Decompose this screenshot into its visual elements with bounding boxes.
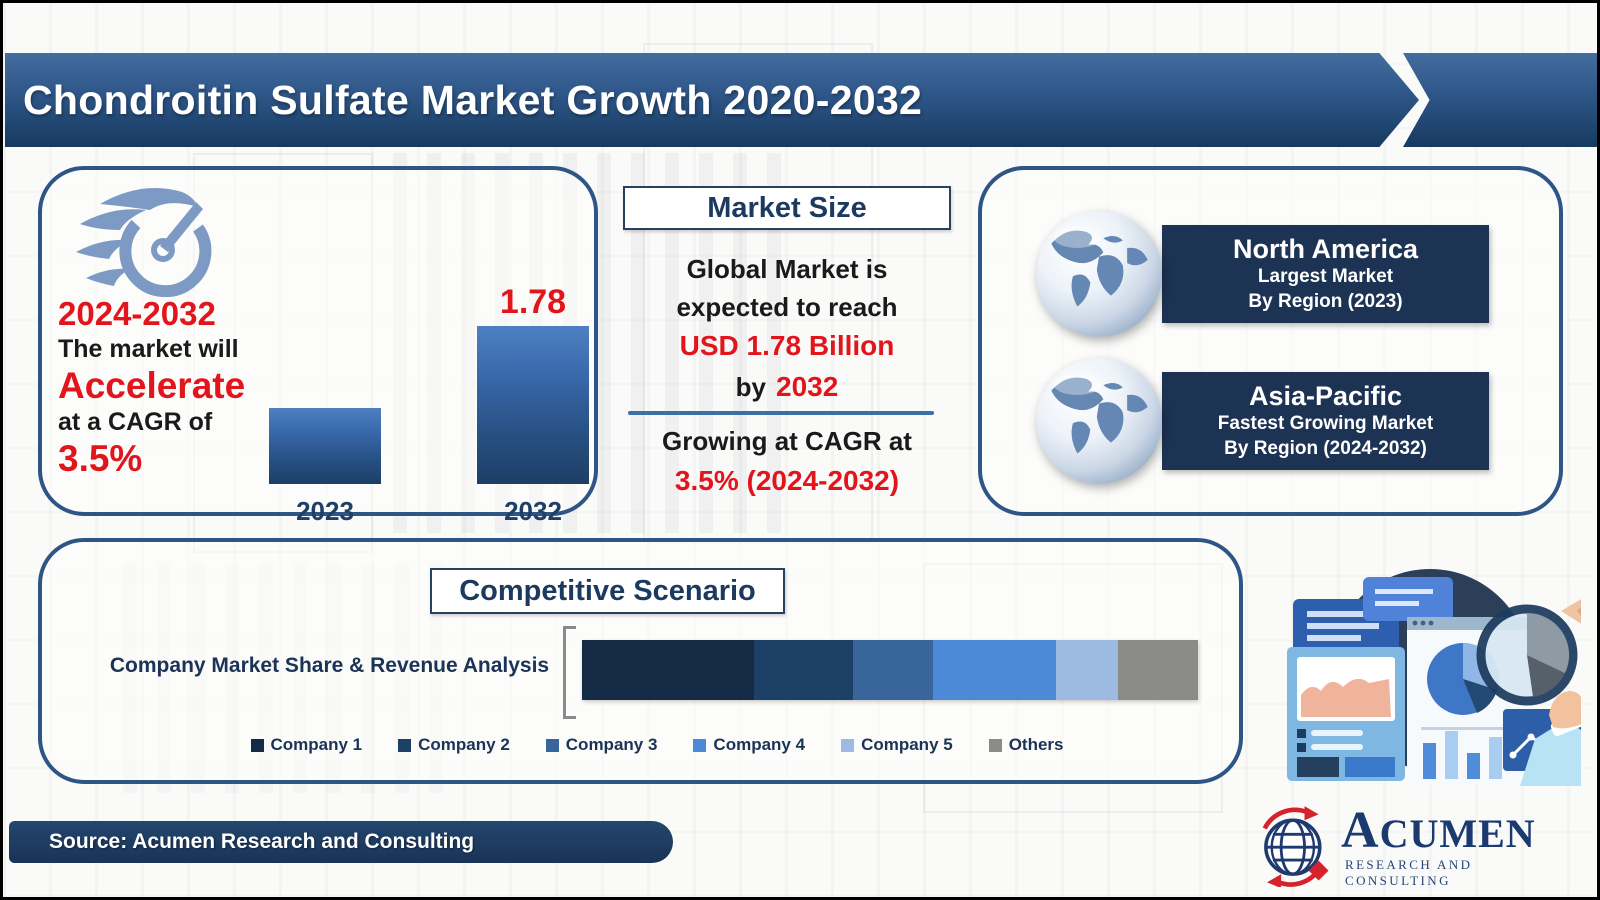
stacked-segment-others <box>1117 640 1198 700</box>
acumen-logo: ACUMEN RESEARCH AND CONSULTING <box>1253 801 1583 893</box>
competitive-title-box: Competitive Scenario <box>430 568 785 614</box>
header-banner: Chondroitin Sulfate Market Growth 2020-2… <box>5 53 1419 147</box>
market-size-value: USD 1.78 Billion <box>679 330 895 362</box>
growth-emphasis: Accelerate <box>58 364 246 406</box>
market-size-line1: Global Market is <box>686 254 888 284</box>
region-sub2: By Region (2023) <box>1248 290 1403 312</box>
market-size-line2: expected to reach <box>676 291 898 322</box>
region-sub2: By Region (2024-2032) <box>1224 437 1427 459</box>
globe-icon <box>1036 211 1162 337</box>
competitive-axis-label: Company Market Share & Revenue Analysis <box>109 654 550 677</box>
market-size-year: 2032 <box>776 370 839 402</box>
legend-item: Company 2 <box>398 735 510 755</box>
legend-label: Others <box>1008 735 1064 754</box>
bar-value-label: 1.78 <box>499 283 567 321</box>
legend-label: Company 3 <box>565 735 658 754</box>
legend-label: Company 5 <box>861 735 953 754</box>
growth-bar-2032: 1.78 2032 <box>448 222 618 526</box>
competitive-panel: Competitive Scenario Company Market Shar… <box>38 538 1243 784</box>
page-title: Chondroitin Sulfate Market Growth 2020-2… <box>23 76 923 123</box>
growth-cagr: 3.5% <box>58 438 143 480</box>
growing-line: Growing at CAGR at <box>662 426 912 456</box>
regions-panel: North America Largest Market By Region (… <box>978 166 1563 516</box>
bar <box>477 326 589 484</box>
region-sub1: Fastest Growing Market <box>1217 412 1434 434</box>
region-card-north-america: North America Largest Market By Region (… <box>1162 225 1489 323</box>
region-title: Asia-Pacific <box>1248 380 1403 411</box>
market-size-by: by <box>735 371 767 402</box>
legend-label: Company 2 <box>418 735 510 754</box>
bracket-icon <box>563 626 576 719</box>
growth-bar-2023: 2023 <box>240 222 410 526</box>
legend-swatch-icon <box>398 738 412 752</box>
acumen-globe-icon <box>1262 806 1329 887</box>
stacked-segment-company-1 <box>582 640 755 700</box>
growth-bar-chart: 2023 1.78 2032 <box>240 222 618 526</box>
legend-item: Company 4 <box>693 735 805 755</box>
competitive-legend: Company 1 Company 2 Company 3 Company 4 Comp… <box>222 735 1092 755</box>
legend-swatch-icon <box>693 738 707 752</box>
source-bar: Source: Acumen Research and Consulting <box>9 821 673 863</box>
legend-swatch-icon <box>545 738 559 752</box>
legend-item: Company 1 <box>250 735 363 755</box>
legend-swatch-icon <box>250 738 264 752</box>
market-size-growth: Growing at CAGR at 3.5% (2024-2032) <box>611 423 963 501</box>
brand-name: ACUMEN <box>1341 802 1536 859</box>
bar <box>269 408 381 484</box>
market-size-title: Market Size <box>707 191 867 224</box>
competitive-title: Competitive Scenario <box>459 574 756 607</box>
stacked-segment-company-3 <box>853 640 934 700</box>
growth-period: 2024-2032 <box>58 295 216 332</box>
stacked-segment-company-4 <box>933 640 1057 700</box>
growth-text-block: 2024-2032 The market will Accelerate at … <box>58 295 288 482</box>
legend-item: Company 5 <box>841 735 953 755</box>
stacked-bar <box>582 640 1198 700</box>
stacked-segment-company-2 <box>754 640 854 700</box>
legend-swatch-icon <box>841 738 855 752</box>
legend-swatch-icon <box>988 738 1002 752</box>
analytics-illustration <box>1287 569 1581 786</box>
market-size-body: Global Market is expected to reach USD 1… <box>611 251 963 408</box>
source-text: Source: Acumen Research and Consulting <box>49 830 475 853</box>
brand-tagline: RESEARCH AND CONSULTING <box>1345 857 1473 888</box>
header-arrow-icon <box>1403 53 1597 147</box>
region-sub1: Largest Market <box>1257 265 1394 287</box>
legend-item: Others <box>988 735 1064 755</box>
stacked-segment-company-5 <box>1056 640 1118 700</box>
market-size-divider <box>628 411 934 415</box>
legend-item: Company 3 <box>545 735 658 755</box>
growing-highlight: 3.5% (2024-2032) <box>674 464 900 496</box>
growth-line2: at a CAGR of <box>58 408 213 437</box>
region-card-asia-pacific: Asia-Pacific Fastest Growing Market By R… <box>1162 372 1489 470</box>
globe-icon <box>1036 358 1162 484</box>
growth-line1: The market will <box>58 334 239 363</box>
market-size-title-box: Market Size <box>623 186 951 230</box>
legend-label: Company 1 <box>270 735 363 754</box>
legend-label: Company 4 <box>713 735 806 754</box>
region-title: North America <box>1232 233 1419 264</box>
gauge-speedometer-icon <box>70 182 230 298</box>
growth-panel: 2024-2032 The market will Accelerate at … <box>38 166 598 526</box>
